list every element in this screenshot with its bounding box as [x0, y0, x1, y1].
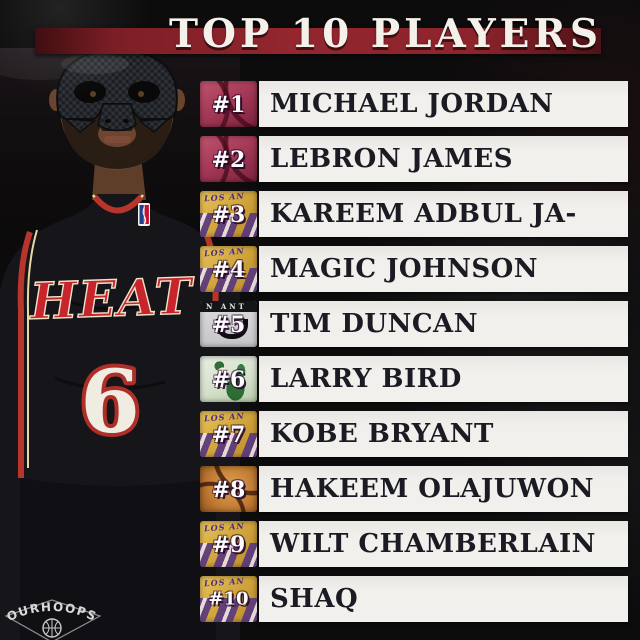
- ranking-list: #1 MICHAEL JORDAN #2 LEBRON JAMES LOS AN…: [200, 81, 628, 622]
- rank-label: #10: [208, 588, 249, 610]
- name-bar: MAGIC JOHNSON: [259, 246, 628, 292]
- list-item: #2 LEBRON JAMES: [200, 136, 628, 182]
- rank-label: #9: [211, 531, 246, 558]
- team-badge-icon: LOS AN #3: [200, 191, 257, 237]
- title-bar: [35, 28, 601, 54]
- list-item: LOS AN #10 SHAQ: [200, 576, 628, 622]
- list-item: LOS AN #4 MAGIC JOHNSON: [200, 246, 628, 292]
- name-bar: LEBRON JAMES: [259, 136, 628, 182]
- nba-logo-icon: [138, 203, 150, 226]
- badge-caption: LOS AN: [203, 191, 245, 204]
- rank-label: #3: [211, 201, 246, 228]
- name-bar: KAREEM ADBUL JA-: [259, 191, 628, 237]
- name-bar: KOBE BRYANT: [259, 411, 628, 457]
- mouth: [104, 136, 131, 143]
- heat-wordmark: HEAT: [27, 266, 196, 331]
- team-badge-icon: LOS AN #9: [200, 521, 257, 567]
- rank-badge: LOS AN #10: [200, 576, 257, 622]
- rank-badge: LOS AN #3: [200, 191, 257, 237]
- rank-label: #1: [211, 91, 246, 118]
- heat-jersey: HEAT 6: [0, 194, 240, 640]
- player-name: LARRY BIRD: [270, 364, 462, 394]
- player-name: KOBE BRYANT: [270, 419, 494, 449]
- name-bar: HAKEEM OLAJUWON: [259, 466, 628, 512]
- list-item: #8 HAKEEM OLAJUWON: [200, 466, 628, 512]
- player-name: SHAQ: [270, 584, 359, 614]
- team-badge-icon: N ANT #5: [200, 301, 257, 347]
- rank-badge: LOS AN #9: [200, 521, 257, 567]
- team-badge-icon: #6: [200, 356, 257, 402]
- team-badge-icon: #1: [200, 81, 257, 127]
- player-name: LEBRON JAMES: [270, 144, 513, 174]
- rank-badge: N ANT #5: [200, 301, 257, 347]
- page-title: TOP 10 PLAYERS: [169, 11, 602, 57]
- rank-badge: #8: [200, 466, 257, 512]
- team-badge-icon: LOS AN #7: [200, 411, 257, 457]
- player-name: MAGIC JOHNSON: [270, 254, 539, 284]
- team-badge-icon: LOS AN #4: [200, 246, 257, 292]
- rank-label: #2: [211, 146, 246, 173]
- badge-caption: LOS AN: [203, 246, 245, 259]
- name-bar: SHAQ: [259, 576, 628, 622]
- player-name: MICHAEL JORDAN: [270, 89, 554, 119]
- badge-caption: N ANT: [206, 302, 247, 311]
- player-name: WILT CHAMBERLAIN: [270, 529, 596, 559]
- badge-caption: LOS AN: [203, 411, 245, 424]
- list-item: LOS AN #7 KOBE BRYANT: [200, 411, 628, 457]
- rank-badge: #1: [200, 81, 257, 127]
- team-badge-icon: #2: [200, 136, 257, 182]
- name-bar: LARRY BIRD: [259, 356, 628, 402]
- rank-badge: LOS AN #7: [200, 411, 257, 457]
- list-item: #1 MICHAEL JORDAN: [200, 81, 628, 127]
- badge-caption: LOS AN: [203, 576, 245, 589]
- list-item: LOS AN #9 WILT CHAMBERLAIN: [200, 521, 628, 567]
- name-bar: MICHAEL JORDAN: [259, 81, 628, 127]
- team-badge-icon: LOS AN #10: [200, 576, 257, 622]
- rank-badge: #2: [200, 136, 257, 182]
- rank-label: #7: [211, 421, 246, 448]
- jersey-number: 6: [80, 352, 140, 453]
- list-item: LOS AN #3 KAREEM ADBUL JA-: [200, 191, 628, 237]
- player-name: HAKEEM OLAJUWON: [270, 474, 594, 504]
- rank-label: #5: [211, 311, 246, 338]
- player-name: KAREEM ADBUL JA-: [270, 199, 577, 229]
- rank-badge: LOS AN #4: [200, 246, 257, 292]
- name-bar: TIM DUNCAN: [259, 301, 628, 347]
- rank-label: #6: [211, 366, 246, 393]
- name-bar: WILT CHAMBERLAIN: [259, 521, 628, 567]
- list-item: #6 LARRY BIRD: [200, 356, 628, 402]
- rank-label: #4: [211, 256, 246, 283]
- list-item: N ANT #5 TIM DUNCAN: [200, 301, 628, 347]
- rank-badge: #6: [200, 356, 257, 402]
- player-name: TIM DUNCAN: [270, 309, 478, 339]
- team-badge-icon: #8: [200, 466, 257, 512]
- rank-label: #8: [211, 476, 246, 503]
- face-mask-icon: [56, 48, 178, 133]
- badge-caption: LOS AN: [203, 521, 245, 534]
